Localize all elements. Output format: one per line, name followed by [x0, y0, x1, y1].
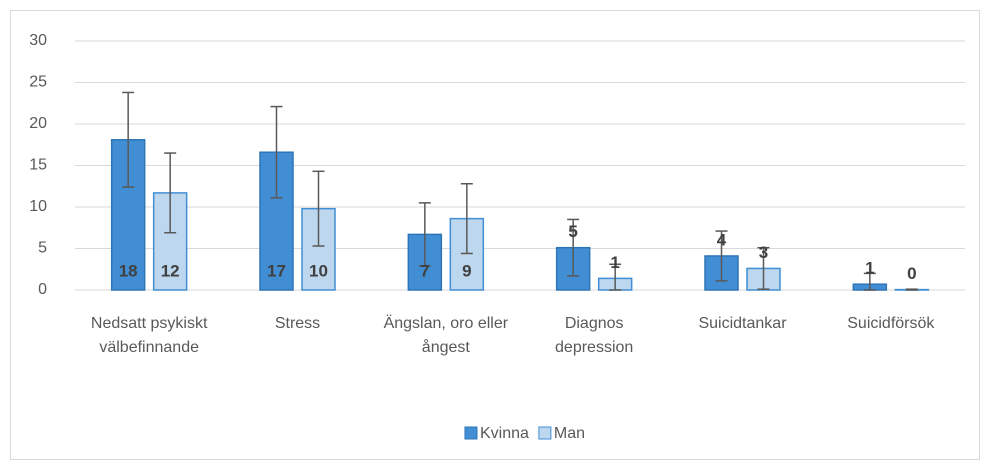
error-bar	[863, 272, 876, 291]
y-tick-label: 30	[29, 32, 47, 49]
legend-swatch	[538, 426, 552, 440]
y-tick-label: 10	[29, 198, 47, 215]
error-bar	[460, 183, 473, 255]
x-tick-label: Suicidtankar	[698, 315, 787, 332]
error-bar	[270, 105, 283, 199]
x-tick-label: Stress	[275, 315, 320, 332]
y-tick-label: 5	[38, 240, 47, 257]
data-label: 9	[462, 261, 471, 280]
data-label: 17	[267, 261, 286, 280]
data-label: 1	[865, 259, 874, 278]
legend-item: Man	[538, 425, 585, 442]
y-tick-label: 25	[29, 74, 47, 91]
x-tick-label: Suicidförsök	[847, 315, 935, 332]
data-label: 4	[717, 230, 727, 249]
legend-label: Man	[554, 425, 585, 442]
y-tick-label: 15	[29, 157, 47, 174]
bar	[110, 139, 146, 291]
x-tick-label: Diagnos depression	[555, 315, 633, 356]
error-bar	[905, 288, 918, 291]
legend-label: Kvinna	[480, 425, 529, 442]
legend-swatch	[464, 426, 478, 440]
data-label: 1	[610, 253, 619, 272]
error-bar	[164, 152, 177, 234]
error-bar	[312, 170, 325, 247]
data-label: 12	[161, 261, 180, 280]
error-bar	[122, 91, 135, 188]
error-bar	[567, 218, 580, 277]
data-label: 0	[907, 264, 916, 283]
data-label: 10	[309, 261, 328, 280]
data-label: 18	[119, 261, 138, 280]
x-tick-label: Nedsatt psykiskt välbefinnande	[91, 315, 208, 356]
error-bar	[418, 202, 431, 267]
error-bar	[757, 246, 770, 290]
legend-item: Kvinna	[464, 425, 529, 442]
y-tick-label: 20	[29, 115, 47, 132]
data-label: 3	[759, 243, 768, 262]
error-bar	[715, 230, 728, 282]
data-label: 5	[568, 222, 577, 241]
x-tick-label: Ängslan, oro eller ångest	[384, 314, 509, 356]
error-bar	[609, 263, 622, 291]
data-label: 7	[420, 261, 429, 280]
y-tick-label: 0	[38, 281, 47, 298]
